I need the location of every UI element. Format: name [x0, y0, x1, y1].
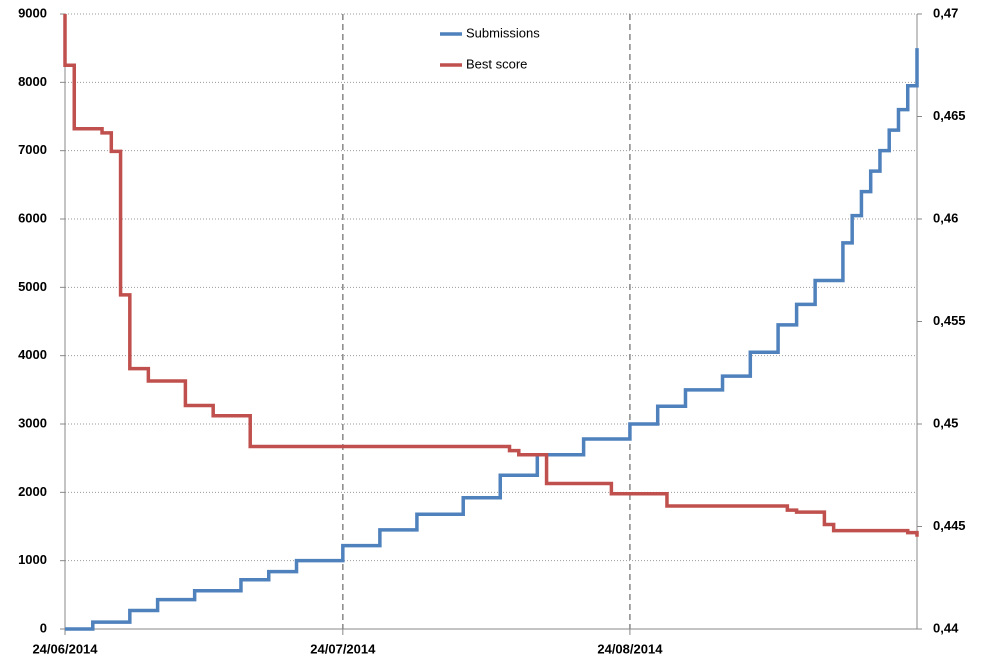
- x-tick-label: 24/08/2014: [597, 641, 663, 656]
- legend-label: Best score: [466, 56, 527, 71]
- y2-tick-label: 0,455: [933, 313, 966, 328]
- legend: Submissions Best score: [440, 25, 540, 71]
- y-tick-label: 4000: [18, 347, 47, 362]
- x-tick-label: 24/06/2014: [32, 641, 98, 656]
- y-tick-label: 3000: [18, 415, 47, 430]
- y-tick-label: 0: [40, 620, 47, 635]
- y-tick-label: 2000: [18, 484, 47, 499]
- y2-tick-label: 0,46: [933, 210, 958, 225]
- y2-tick-label: 0,445: [933, 518, 966, 533]
- y-tick-label: 9000: [18, 5, 47, 20]
- y-tick-label: 7000: [18, 142, 47, 157]
- y-tick-label: 1000: [18, 552, 47, 567]
- x-tick-label: 24/07/2014: [310, 641, 376, 656]
- y2-tick-label: 0,44: [933, 620, 959, 635]
- y2-tick-label: 0,45: [933, 415, 958, 430]
- y-tick-label: 5000: [18, 279, 47, 294]
- y-tick-label: 8000: [18, 74, 47, 89]
- legend-label: Submissions: [466, 25, 540, 40]
- y2-tick-label: 0,465: [933, 108, 966, 123]
- y-tick-label: 6000: [18, 210, 47, 225]
- series-line: [63, 14, 919, 537]
- series-line: [65, 48, 919, 631]
- y2-tick-label: 0,47: [933, 5, 958, 20]
